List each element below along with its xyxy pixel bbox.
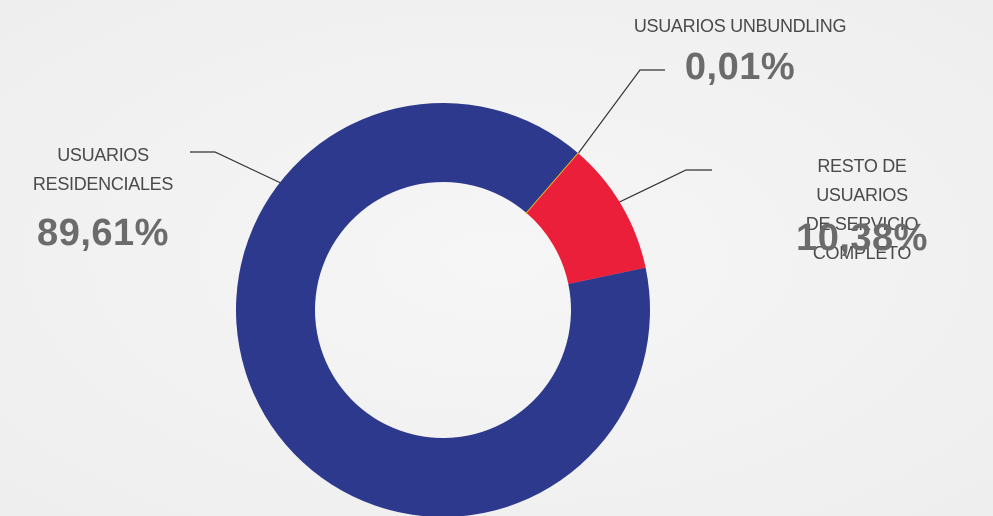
category-label: RESTO DE USUARIOS DE SERVICIO COMPLETO xyxy=(805,156,919,263)
donut-slice xyxy=(236,103,650,516)
donut-slice xyxy=(526,153,646,284)
value-label: 89,61% xyxy=(37,212,169,254)
leader-line xyxy=(190,151,286,186)
value-label: 0,01% xyxy=(684,46,796,88)
value-label: 10,38% xyxy=(796,217,928,259)
leader-line xyxy=(576,69,665,156)
donut-slice xyxy=(525,152,580,215)
leader-line xyxy=(606,169,712,209)
category-label: USUARIOS RESIDENCIALES xyxy=(32,145,174,194)
category-label: USUARIOS UNBUNDLING xyxy=(633,16,847,36)
